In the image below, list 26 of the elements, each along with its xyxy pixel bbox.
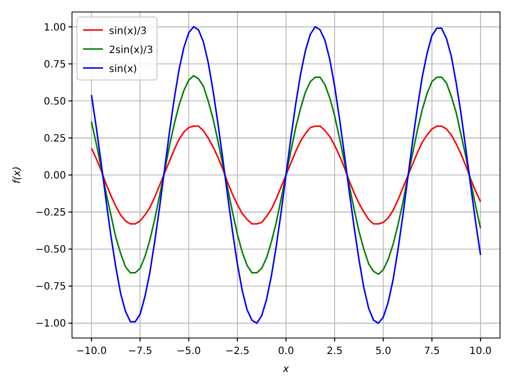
y-axis-title: f(x): [12, 166, 23, 184]
x-tick-label: 5.0: [375, 346, 392, 357]
x-tick-label: 0.0: [278, 346, 294, 357]
y-tick-label: −0.50: [35, 244, 66, 256]
y-tick-label: 1.00: [44, 22, 66, 34]
x-tick-label: 7.5: [424, 346, 440, 357]
y-tick-label: 0.75: [44, 59, 66, 70]
y-tick-label: 0.25: [44, 133, 66, 144]
x-tick-label: 2.5: [326, 346, 343, 357]
x-tick-label: −5.0: [176, 346, 201, 357]
line-series: [90, 125, 482, 225]
y-tick-label: −0.25: [35, 208, 66, 219]
line-series: [90, 26, 482, 324]
y-tick-label: −0.75: [35, 282, 66, 293]
y-tick-label: 0.50: [44, 96, 66, 108]
y-tick-label: −1.00: [35, 318, 66, 330]
x-tick-label: −7.5: [128, 346, 152, 357]
x-axis-title: x: [282, 364, 290, 375]
legend-label: sin(x)/3: [109, 26, 147, 37]
legend-label: 2sin(x)/3: [109, 45, 154, 56]
x-tick-label: −10.0: [76, 346, 107, 357]
x-tick-label: 10.0: [469, 346, 492, 357]
x-tick-label: −2.5: [225, 346, 250, 357]
legend-label: sin(x): [109, 64, 138, 75]
line-series: [90, 74, 482, 276]
y-tick-label: 0.00: [44, 170, 66, 182]
